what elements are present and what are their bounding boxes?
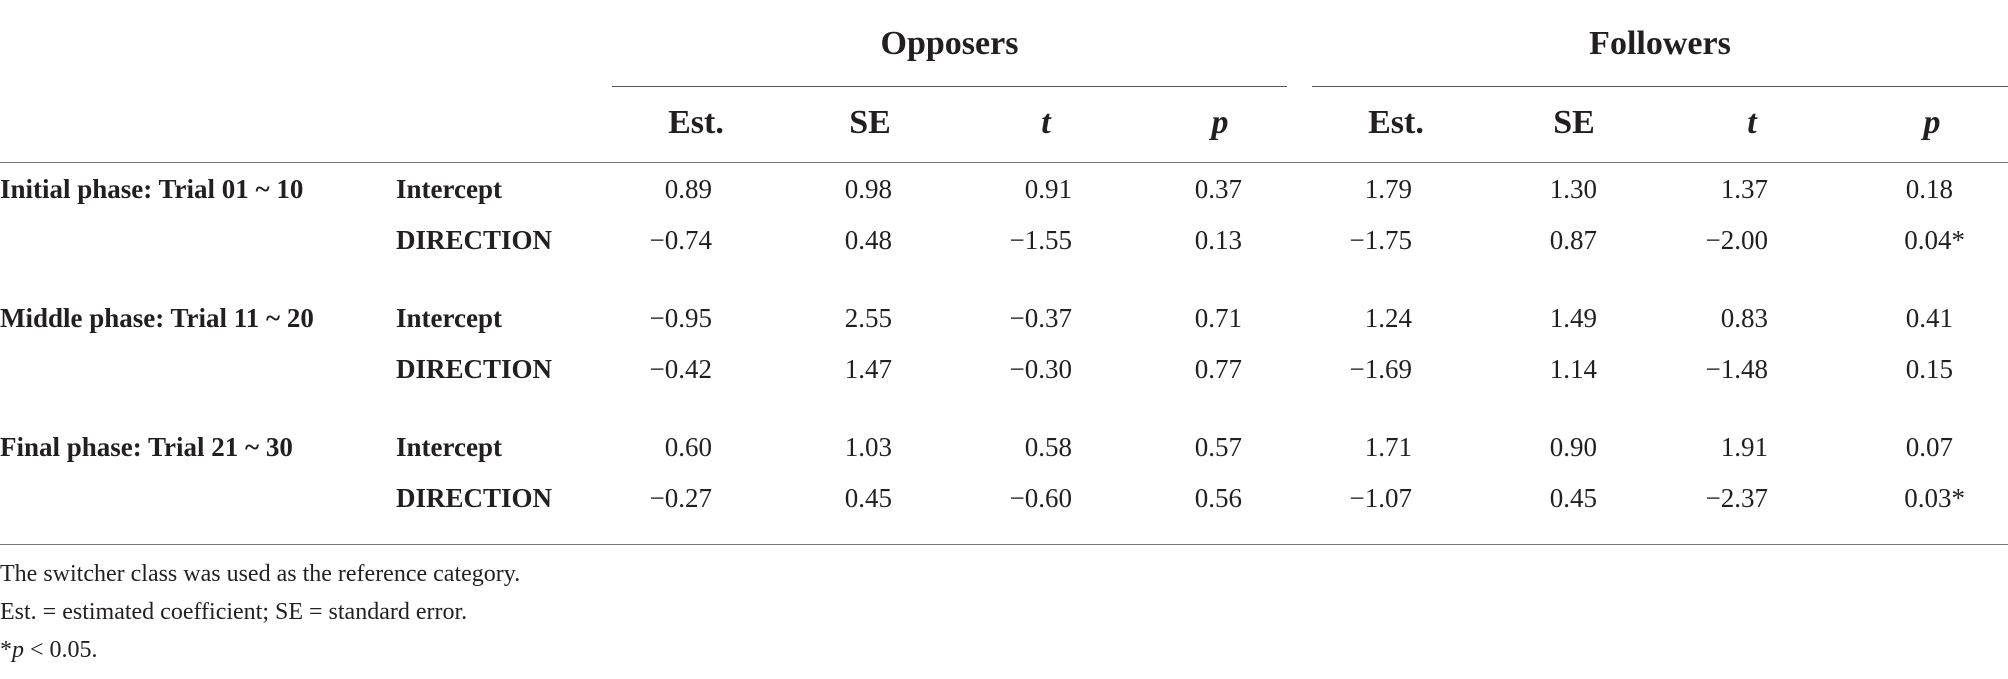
table-cell-value: 0.03* [1904,483,1965,513]
group-header-opposers: Opposers [880,25,1019,62]
phase-label: Middle phase: Trial 11 ~ 20 [0,303,314,333]
table-cell-value: 1.14 [1549,354,1597,384]
header-bottom-rule [0,162,2008,163]
table-cell-value: −1.07 [1349,483,1412,513]
term-label: Intercept [396,432,502,462]
table-cell-value: 0.45 [844,483,892,513]
table-cell-value: 0.60 [664,432,712,462]
table-cell-value: 0.45 [1549,483,1597,513]
table-cell-value: −0.74 [649,225,712,255]
table-note-abbreviations: Est. = estimated coefficient; SE = stand… [0,599,468,625]
table-cell-value: 0.18 [1905,174,1953,204]
table-cell-value: 0.56 [1194,483,1242,513]
table-cell-value: 0.57 [1194,432,1242,462]
table-cell-value: 0.13 [1194,225,1242,255]
term-label: DIRECTION [396,483,553,513]
table-cell-value: −1.55 [1009,225,1072,255]
table-cell-value: −0.42 [649,354,712,384]
note-threshold: < 0.05. [24,637,98,663]
phase-label: Initial phase: Trial 01 ~ 10 [0,174,304,204]
group-rule-followers [1312,86,2008,87]
table-cell-value: 1.71 [1364,432,1412,462]
table-cell-value: 1.24 [1364,303,1412,333]
table-cell-value: 0.87 [1549,225,1597,255]
column-header-6: t [1747,104,1757,141]
note-p-symbol: p [12,637,24,663]
table-cell-value: −1.48 [1705,354,1768,384]
table-cell-value: 0.83 [1720,303,1768,333]
table-cell-value: −0.95 [649,303,712,333]
table-cell-value: 1.30 [1549,174,1597,204]
table-bottom-rule [0,544,2008,545]
column-header-3: p [1211,104,1229,141]
phase-label: Final phase: Trial 21 ~ 30 [0,432,293,462]
table-cell-value: −1.75 [1349,225,1412,255]
table-cell-value: 1.47 [844,354,892,384]
table-cell-value: 0.91 [1024,174,1072,204]
table-cell-value: 0.04* [1904,225,1965,255]
table-cell-value: 0.48 [844,225,892,255]
table-cell-value: −2.00 [1705,225,1768,255]
term-label: DIRECTION [396,225,553,255]
table-cell-value: −1.69 [1349,354,1412,384]
table-cell-value: 2.55 [844,303,892,333]
table-cell-value: −0.30 [1009,354,1072,384]
table-note-significance: *p < 0.05. [0,634,98,666]
note-asterisk: * [0,637,12,663]
table-cell-value: −0.37 [1009,303,1072,333]
column-header-7: p [1923,104,1941,141]
table-cell-value: 1.49 [1549,303,1597,333]
table-cell-value: 0.77 [1194,354,1242,384]
table-cell-value: −2.37 [1705,483,1768,513]
table-cell-value: 1.91 [1720,432,1768,462]
table-cell-value: 0.07 [1905,432,1953,462]
table-note-reference: The switcher class was used as the refer… [0,561,521,587]
column-header-1: SE [849,104,891,141]
term-label: Intercept [396,303,502,333]
group-header-followers: Followers [1589,25,1731,62]
term-label: DIRECTION [396,354,553,384]
table-cell-value: 0.58 [1024,432,1072,462]
table-cell-value: 0.15 [1905,354,1953,384]
table-cell-value: 0.98 [844,174,892,204]
term-label: Intercept [396,174,502,204]
table-cell-value: 1.79 [1364,174,1412,204]
table-cell-value: 0.89 [664,174,712,204]
table-cell-value: 1.37 [1720,174,1768,204]
table-cell-value: −0.60 [1009,483,1072,513]
column-header-5: SE [1553,104,1595,141]
table-cell-value: 0.37 [1194,174,1242,204]
table-cell-value: 0.41 [1905,303,1953,333]
table-cell-value: 1.03 [844,432,892,462]
table-cell-value: 0.71 [1194,303,1242,333]
table-cell-value: 0.90 [1549,432,1597,462]
column-header-0: Est. [668,104,724,141]
column-header-4: Est. [1368,104,1424,141]
table-cell-value: −0.27 [649,483,712,513]
group-rule-opposers [612,86,1287,87]
column-header-2: t [1041,104,1051,141]
